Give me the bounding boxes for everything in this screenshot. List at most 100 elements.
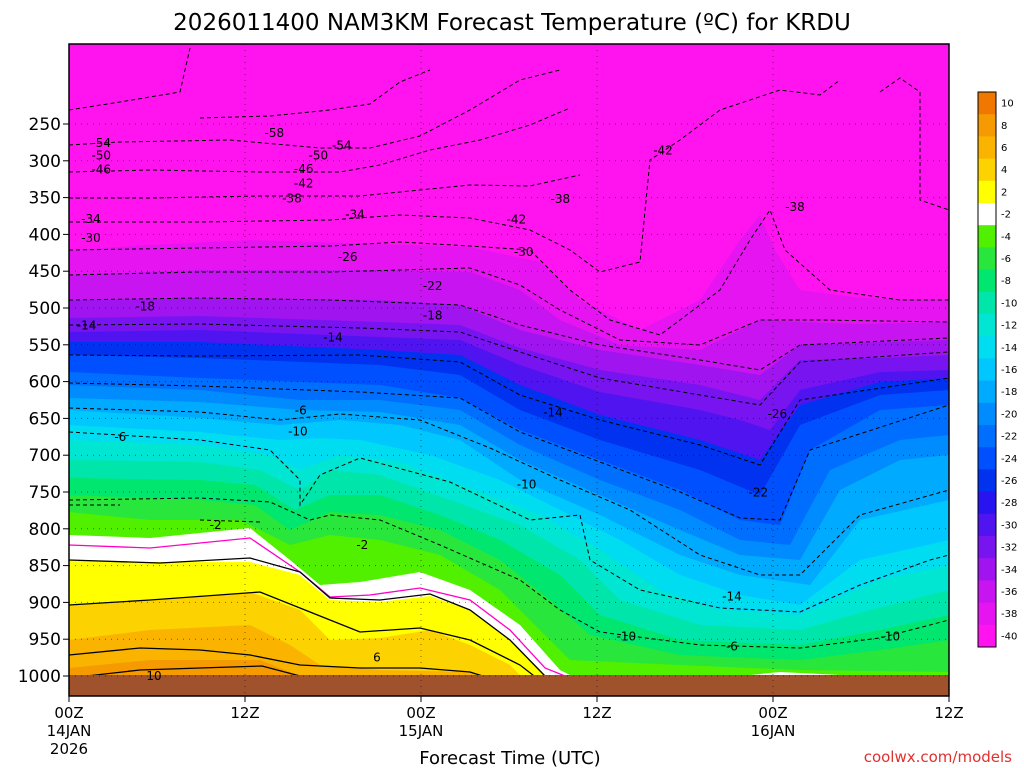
credit-text: coolwx.com/models	[864, 748, 1012, 766]
x-tick-label: 00Z	[406, 704, 435, 722]
contour-label: -38	[551, 192, 571, 206]
colorbar-label: -14	[1001, 343, 1017, 354]
colorbar-label: 6	[1001, 143, 1007, 154]
plot-area	[69, 44, 949, 696]
isotherm-minus58	[69, 47, 431, 119]
y-tick-label: 950	[29, 630, 61, 650]
contour-label: -54	[332, 138, 352, 152]
x-axis-label: Forecast Time (UTC)	[419, 748, 600, 768]
colorbar-frame	[977, 91, 997, 648]
colorbar-label: -6	[1001, 254, 1011, 265]
contour-label: -50	[91, 149, 111, 163]
colorbar-label: -36	[1001, 587, 1017, 598]
isotherm-minus54	[69, 69, 561, 149]
contour-labels: -58-54 -54-50 -50-46 -46-42-38 -38-42-42-38-…	[77, 126, 901, 683]
colorbar-swatch	[978, 225, 996, 248]
y-tick-label: 800	[29, 520, 61, 540]
colorbar-label: -24	[1001, 454, 1017, 465]
colorbar-label: -32	[1001, 543, 1017, 554]
ground-fill	[69, 675, 949, 696]
colorbar-swatch	[978, 602, 996, 626]
y-tick-label: 450	[29, 262, 61, 282]
y-tick-label: 650	[29, 409, 61, 429]
colorbar-swatch	[978, 336, 996, 359]
contour-label: -42	[653, 143, 673, 157]
contour-label: -10	[881, 629, 901, 643]
contour-label: -10	[288, 425, 308, 439]
x-tick-year: 2026	[50, 740, 88, 758]
colorbar-swatch	[978, 92, 996, 115]
colorbar-label: 4	[1001, 165, 1007, 176]
contour-label: -46	[91, 163, 111, 177]
positive-isotherms	[69, 557, 561, 696]
colorbar-swatch	[978, 536, 996, 559]
x-tick-date: 15JAN	[399, 722, 444, 740]
contour-label: -34	[345, 208, 365, 222]
isotherm-minus42b	[879, 77, 949, 211]
isotherm-minus30	[69, 297, 949, 371]
colorbar-label: -38	[1001, 609, 1017, 620]
contour-label: -2	[356, 538, 368, 552]
colorbar-label: 10	[1001, 99, 1014, 110]
colorbar-swatch	[978, 358, 996, 382]
contour-label: -30	[514, 245, 534, 259]
y-tick-label: 400	[29, 225, 61, 245]
isotherm-minus46	[69, 174, 581, 199]
colorbar-swatch	[978, 491, 996, 515]
contour-label: -14	[722, 590, 742, 604]
contour-label: 6	[373, 651, 381, 665]
colorbar-label: -4	[1001, 232, 1011, 243]
y-tick-label: 350	[29, 189, 61, 209]
contour-label: -6	[726, 640, 738, 654]
colorbar-label: -30	[1001, 520, 1017, 531]
contour-label: -34	[81, 212, 101, 226]
colorbar-swatch	[978, 380, 996, 404]
colorbar: 10 8 6 4 2 -2 -4 -6 -8 -10 -12 -14 -16 -18 -20 -22 -24 -2…	[977, 91, 1017, 648]
contour-label: -14	[323, 330, 343, 344]
colorbar-swatch	[978, 269, 996, 293]
y-tick-label: 1000	[18, 667, 61, 687]
isotherm-minus34	[69, 267, 949, 346]
contour-label: -58	[265, 126, 285, 140]
contour-label: -26	[768, 407, 788, 421]
isotherm-minus22	[69, 354, 949, 466]
x-tick-label: 00Z	[54, 704, 83, 722]
isotherm-plus14	[69, 665, 301, 679]
contour-label: -18	[423, 308, 443, 322]
contour-label: -22	[423, 279, 443, 293]
colorbar-label: -10	[1001, 298, 1017, 309]
y-tick-label: 500	[29, 299, 61, 319]
isotherm-plus10	[69, 647, 521, 689]
colorbar-swatch	[978, 402, 996, 426]
colorbar-swatch	[978, 136, 996, 160]
contour-label: -46	[294, 162, 314, 176]
x-tick-label: 12Z	[582, 704, 611, 722]
y-tick-label: 550	[29, 336, 61, 356]
colorbar-swatch	[978, 469, 996, 493]
y-tick-label: 750	[29, 483, 61, 503]
colorbar-swatch	[978, 291, 996, 315]
contour-label: -50	[309, 149, 329, 163]
contour-label: -30	[81, 231, 101, 245]
colorbar-label: -26	[1001, 476, 1017, 487]
y-tick-label: 600	[29, 373, 61, 393]
contour-label: -10	[617, 629, 637, 643]
colorbar-label: -28	[1001, 498, 1017, 509]
contour-label: -10	[517, 478, 537, 492]
x-tick-date: 14JAN	[47, 722, 92, 740]
contour-label: -2	[210, 518, 222, 532]
contour-label: -6	[295, 403, 307, 417]
colorbar-swatch	[978, 447, 996, 470]
contour-label: -38	[785, 200, 805, 214]
contour-label: -14	[543, 406, 563, 420]
isotherm-minus10	[69, 431, 949, 613]
contour-label: -42	[294, 177, 314, 191]
contour-label: -26	[338, 250, 358, 264]
x-tick-label: 12Z	[934, 704, 963, 722]
x-tick-date: 16JAN	[751, 722, 796, 740]
freezing-line	[69, 537, 581, 683]
colorbar-label: -2	[1001, 210, 1011, 221]
colorbar-label: -40	[1001, 631, 1017, 642]
